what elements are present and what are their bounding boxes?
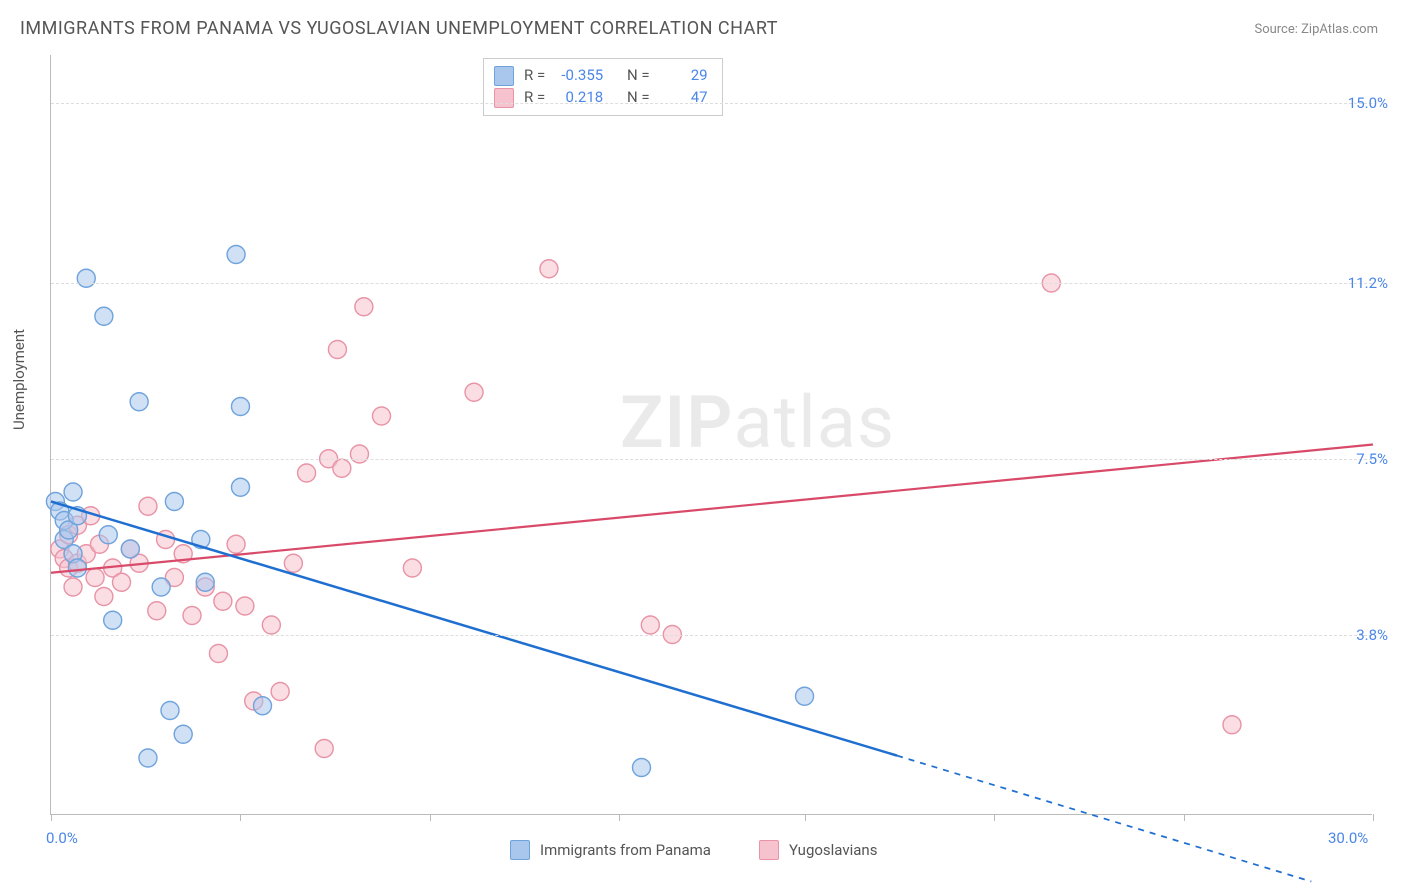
source-attribution: Source: ZipAtlas.com <box>1254 22 1378 37</box>
series-swatch-icon <box>759 840 779 860</box>
legend-item: Immigrants from Panama <box>510 840 711 860</box>
data-point <box>161 702 179 720</box>
data-point <box>130 393 148 411</box>
data-point <box>77 269 95 287</box>
data-point <box>350 445 368 463</box>
data-point <box>95 307 113 325</box>
data-point <box>254 697 272 715</box>
data-point <box>113 573 131 591</box>
data-point <box>121 540 139 558</box>
data-point <box>64 578 82 596</box>
x-tick <box>805 814 806 821</box>
x-tick <box>994 814 995 821</box>
data-point <box>95 588 113 606</box>
data-point <box>196 573 214 591</box>
data-point <box>174 725 192 743</box>
chart-title: IMMIGRANTS FROM PANAMA VS YUGOSLAVIAN UN… <box>20 18 778 39</box>
source-name: ZipAtlas.com <box>1301 22 1378 37</box>
trend-line <box>51 445 1373 573</box>
data-point <box>231 398 249 416</box>
data-point <box>284 554 302 572</box>
data-point <box>298 464 316 482</box>
data-point <box>214 592 232 610</box>
data-point <box>271 683 289 701</box>
x-tick <box>430 814 431 821</box>
plot-area: ZIPatlas R = -0.355 N = 29 R = 0.218 N =… <box>50 55 1372 815</box>
data-point <box>403 559 421 577</box>
plot-svg <box>51 55 1372 814</box>
gridline <box>51 103 1372 104</box>
data-point <box>165 493 183 511</box>
data-point <box>373 407 391 425</box>
y-tick-label: 15.0% <box>1348 94 1388 112</box>
x-axis-max-label: 30.0% <box>1328 829 1368 847</box>
data-point <box>227 246 245 264</box>
data-point <box>262 616 280 634</box>
y-tick-label: 3.8% <box>1356 626 1388 644</box>
data-point <box>86 569 104 587</box>
data-point <box>64 483 82 501</box>
legend-label: Immigrants from Panama <box>540 841 711 859</box>
data-point <box>540 260 558 278</box>
data-point <box>227 535 245 553</box>
data-point <box>183 607 201 625</box>
gridline <box>51 459 1372 460</box>
x-tick <box>240 814 241 821</box>
trend-line <box>51 502 897 756</box>
data-point <box>641 616 659 634</box>
data-point <box>231 478 249 496</box>
y-axis-label: Unemployment <box>10 329 28 430</box>
data-point <box>99 526 117 544</box>
y-tick-label: 7.5% <box>1356 450 1388 468</box>
data-point <box>148 602 166 620</box>
x-tick <box>1373 814 1374 821</box>
y-tick-label: 11.2% <box>1348 274 1388 292</box>
data-point <box>355 298 373 316</box>
data-point <box>209 645 227 663</box>
x-tick <box>619 814 620 821</box>
data-point <box>139 749 157 767</box>
data-point <box>1223 716 1241 734</box>
legend-item: Yugoslavians <box>759 840 878 860</box>
gridline <box>51 283 1372 284</box>
gridline <box>51 635 1372 636</box>
data-point <box>68 559 86 577</box>
data-point <box>632 759 650 777</box>
x-tick <box>1184 814 1185 821</box>
data-point <box>152 578 170 596</box>
x-axis-min-label: 0.0% <box>46 829 78 847</box>
data-point <box>139 497 157 515</box>
source-label: Source: <box>1254 22 1301 37</box>
data-point <box>328 341 346 359</box>
data-point <box>333 459 351 477</box>
trend-line <box>897 756 1311 882</box>
data-point <box>796 687 814 705</box>
data-point <box>315 740 333 758</box>
legend-label: Yugoslavians <box>789 841 878 859</box>
series-swatch-icon <box>510 840 530 860</box>
x-tick <box>51 814 52 821</box>
data-point <box>104 611 122 629</box>
bottom-legend: Immigrants from Panama Yugoslavians <box>510 840 877 860</box>
data-point <box>465 383 483 401</box>
data-point <box>236 597 254 615</box>
